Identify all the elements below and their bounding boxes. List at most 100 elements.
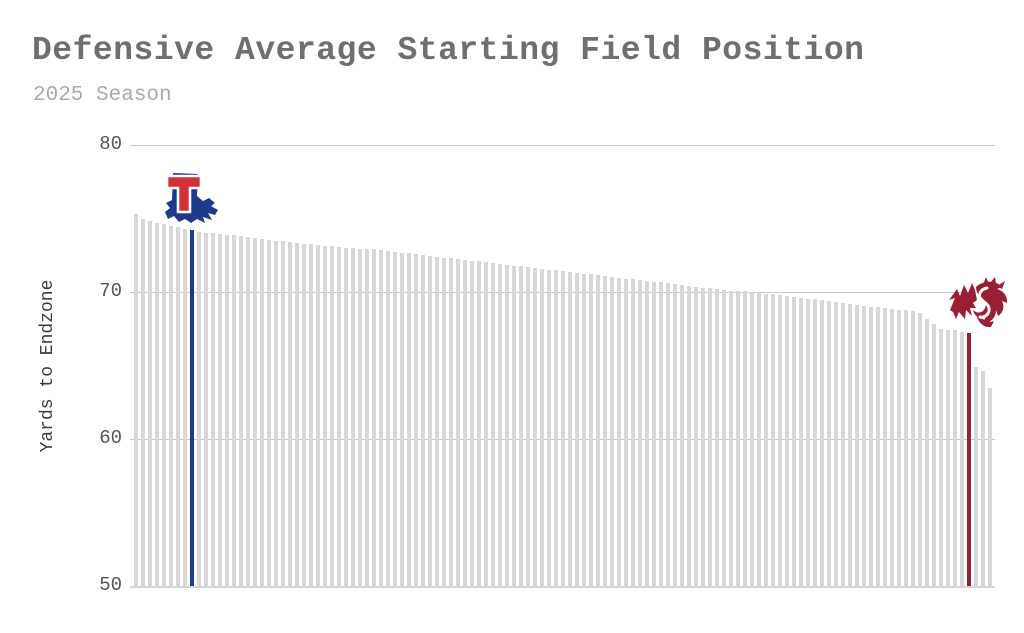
bar — [141, 218, 145, 586]
bar — [722, 289, 726, 586]
bar — [666, 283, 670, 586]
bar — [701, 287, 705, 586]
bar — [589, 274, 593, 586]
bar — [764, 293, 768, 586]
bar — [554, 270, 558, 586]
bar — [484, 262, 488, 586]
bar — [883, 308, 887, 586]
bar — [456, 259, 460, 586]
bar — [680, 284, 684, 586]
bar — [358, 248, 362, 586]
bar-louisiana-tech — [190, 230, 194, 586]
bar — [582, 273, 586, 586]
bar — [708, 288, 712, 586]
y-tick-50: 50 — [99, 574, 122, 596]
bar — [771, 294, 775, 586]
bar — [561, 271, 565, 586]
bar — [463, 259, 467, 586]
bar — [393, 251, 397, 586]
bar — [659, 282, 663, 586]
bar — [351, 248, 355, 586]
bar — [421, 255, 425, 586]
bar — [596, 275, 600, 586]
gridline-80 — [130, 145, 995, 146]
bar — [624, 278, 628, 586]
bar — [337, 247, 341, 586]
bar — [246, 236, 250, 586]
bar — [302, 243, 306, 586]
bar — [232, 235, 236, 586]
chart-title: Defensive Average Starting Field Positio… — [32, 32, 865, 69]
bar — [148, 221, 152, 586]
bar — [729, 290, 733, 586]
bar — [932, 324, 936, 586]
bar — [533, 267, 537, 586]
bar — [939, 328, 943, 586]
bar — [435, 256, 439, 586]
bar — [309, 244, 313, 586]
bar — [176, 227, 180, 586]
bar — [477, 261, 481, 586]
bar — [897, 309, 901, 586]
bar — [225, 234, 229, 586]
y-axis-label: Yards to Endzone — [38, 279, 58, 453]
bar — [848, 303, 852, 586]
bar — [757, 292, 761, 586]
bar — [946, 329, 950, 586]
bar — [715, 289, 719, 586]
chart-subtitle: 2025 Season — [33, 84, 172, 107]
bar — [981, 371, 985, 586]
bar — [204, 232, 208, 586]
bar — [610, 276, 614, 586]
bar — [183, 228, 187, 586]
bar — [645, 280, 649, 586]
bar — [750, 291, 754, 586]
bar — [526, 267, 530, 586]
bar — [736, 290, 740, 586]
bar — [925, 318, 929, 586]
bar-washington-state — [967, 333, 971, 586]
bar — [953, 330, 957, 586]
washington-state-logo — [947, 277, 1011, 328]
bar — [449, 258, 453, 586]
bar — [974, 367, 978, 586]
bar — [260, 239, 264, 586]
bar — [134, 214, 138, 586]
bar — [638, 280, 642, 586]
bar — [568, 272, 572, 586]
bar — [876, 307, 880, 586]
bar — [827, 300, 831, 586]
y-tick-70: 70 — [99, 280, 122, 302]
bar — [379, 250, 383, 586]
bar — [575, 272, 579, 586]
bar — [169, 225, 173, 586]
bar — [519, 266, 523, 586]
bar — [652, 281, 656, 586]
bar — [295, 242, 299, 586]
bar — [512, 265, 516, 586]
bar — [988, 387, 992, 586]
bar — [218, 233, 222, 586]
bar — [778, 294, 782, 586]
bar — [491, 263, 495, 586]
y-tick-60: 60 — [99, 427, 122, 449]
bar — [197, 231, 201, 586]
bar — [841, 303, 845, 586]
bar — [414, 254, 418, 586]
bar — [918, 312, 922, 586]
bar — [834, 302, 838, 586]
bar — [631, 279, 635, 586]
bar — [211, 233, 215, 586]
bar — [498, 263, 502, 586]
bar — [617, 277, 621, 586]
bar — [743, 291, 747, 586]
bar — [386, 251, 390, 586]
bar — [687, 285, 691, 586]
bar — [470, 260, 474, 586]
bar — [400, 252, 404, 586]
plot-area — [134, 145, 995, 586]
bar — [344, 247, 348, 586]
bar — [239, 236, 243, 586]
bar — [155, 222, 159, 586]
